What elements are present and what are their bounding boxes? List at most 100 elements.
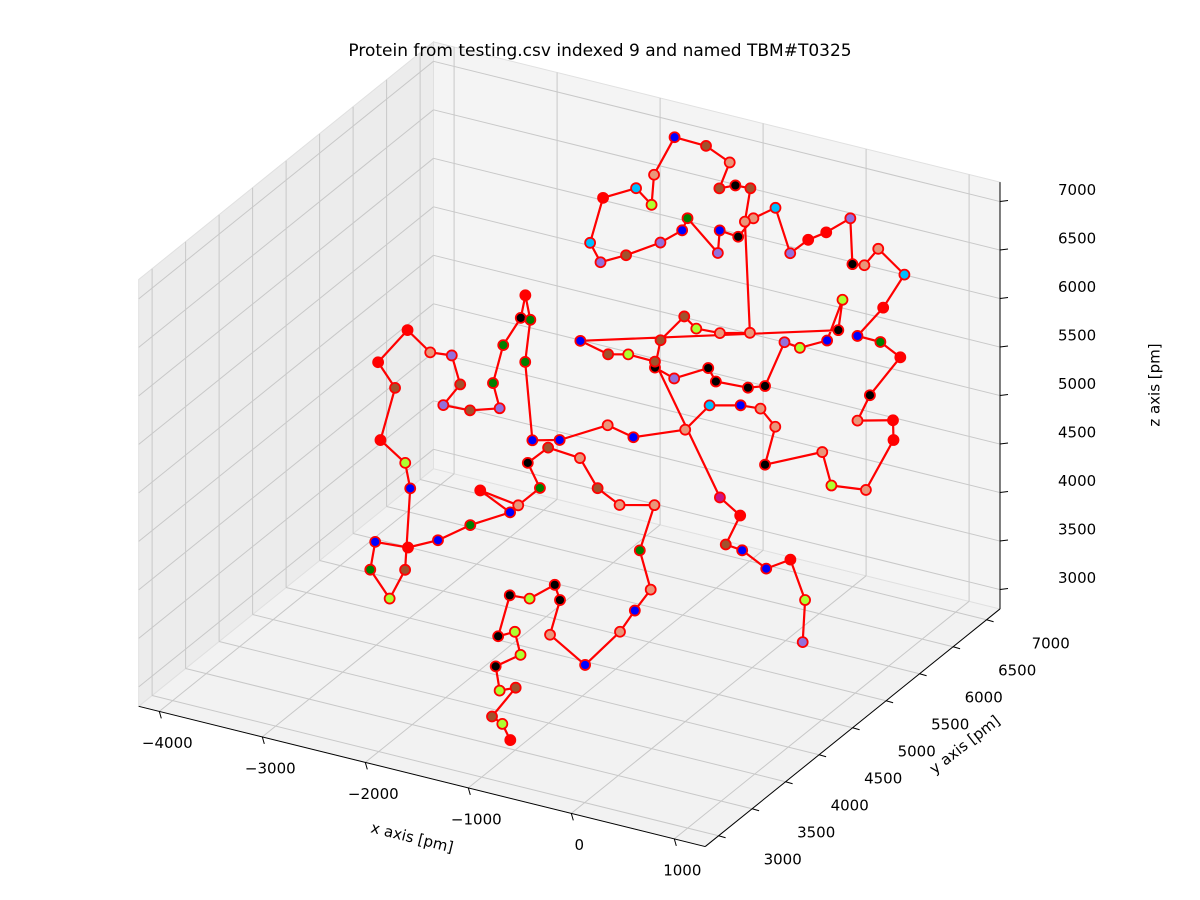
residue-marker — [832, 324, 845, 337]
residue-marker — [887, 434, 900, 446]
z-tick — [999, 297, 1009, 300]
residue-marker — [401, 324, 414, 336]
residue-marker — [784, 247, 797, 260]
residue-marker — [719, 538, 732, 551]
residue-marker — [554, 594, 566, 606]
x-tick — [570, 813, 574, 821]
residue-marker — [713, 327, 726, 340]
residue-marker — [437, 399, 450, 411]
grid-line — [433, 351, 1001, 494]
residue-marker — [702, 362, 715, 374]
z-tick-label: 5500 — [1058, 327, 1096, 345]
residue-marker — [714, 491, 726, 504]
residue-marker — [769, 420, 782, 433]
y-axis-line — [704, 608, 1001, 847]
residue-marker — [399, 456, 412, 469]
residue-marker — [703, 399, 716, 412]
residue-marker — [512, 499, 525, 512]
residue-marker — [681, 212, 694, 225]
residue-marker — [504, 734, 517, 746]
residue-marker — [784, 553, 797, 566]
residue-marker — [489, 660, 502, 673]
residue-marker — [574, 452, 586, 464]
residue-marker — [544, 628, 556, 641]
residue-marker — [454, 378, 467, 391]
y-tick — [818, 754, 827, 758]
x-tick — [364, 762, 368, 770]
residue-marker — [372, 356, 385, 369]
residue-marker — [464, 519, 477, 532]
residue-marker — [654, 236, 667, 249]
residue-marker — [864, 389, 876, 402]
grid-line — [218, 641, 786, 783]
grid-line — [386, 506, 954, 648]
y-tick — [751, 808, 760, 812]
residue-marker — [872, 242, 885, 255]
residue-marker — [769, 201, 782, 214]
residue-marker — [894, 351, 907, 364]
z-tick-label: 6500 — [1058, 230, 1096, 248]
residue-marker — [486, 710, 498, 723]
z-tick-label: 7000 — [1058, 181, 1096, 199]
residue-marker — [553, 434, 566, 446]
residue-marker — [860, 484, 872, 496]
residue-marker — [497, 339, 510, 352]
residue-marker — [711, 247, 724, 259]
y-tick — [986, 619, 994, 623]
z-tick — [999, 394, 1009, 397]
y-tick-label: 6500 — [998, 661, 1036, 679]
grid-line — [433, 109, 1001, 251]
residue-marker — [374, 434, 387, 446]
grid-line — [433, 206, 1001, 348]
grid-line — [285, 587, 853, 729]
residue-marker — [514, 648, 527, 661]
residue-marker — [521, 456, 534, 469]
residue-marker — [594, 256, 607, 269]
y-tick-label: 6000 — [965, 688, 1003, 706]
residue-marker — [584, 236, 597, 249]
z-tick — [999, 345, 1009, 348]
residue-marker — [523, 592, 536, 605]
residue-marker — [678, 310, 691, 323]
z-tick — [999, 539, 1009, 542]
residue-marker — [579, 659, 592, 671]
y-tick-label: 5000 — [898, 742, 936, 760]
residue-marker — [690, 322, 703, 335]
residue-marker — [633, 544, 646, 557]
z-tick-label: 4500 — [1058, 424, 1096, 442]
residue-marker — [679, 423, 692, 436]
grid-line — [138, 109, 434, 348]
residue-marker — [464, 404, 476, 417]
residue-marker — [742, 381, 754, 394]
residue-marker — [492, 630, 505, 643]
grid-line — [138, 157, 434, 397]
x-tick — [158, 711, 162, 719]
y-tick-label: 4000 — [831, 796, 869, 814]
residue-marker — [526, 434, 539, 447]
grid-line — [151, 695, 719, 837]
z-tick — [999, 491, 1009, 494]
residue-marker — [364, 563, 377, 576]
residue-marker — [601, 419, 614, 432]
residue-marker — [734, 509, 747, 522]
residue-marker — [668, 372, 681, 385]
residue-marker — [432, 534, 444, 547]
residue-marker — [645, 198, 658, 211]
residue-marker — [877, 301, 890, 314]
x-tick — [467, 787, 471, 796]
residue-marker — [614, 625, 626, 638]
z-tick — [999, 588, 1009, 591]
residue-marker — [509, 681, 522, 694]
residue-marker — [503, 589, 516, 602]
residue-marker — [739, 215, 751, 228]
z-axis-title: z axis [pm] — [1146, 343, 1164, 426]
residue-marker — [713, 182, 726, 195]
residue-marker — [630, 182, 642, 195]
residue-marker — [700, 139, 712, 152]
residue-marker — [796, 636, 809, 649]
residue-marker — [759, 380, 771, 392]
y-tick — [852, 727, 860, 731]
y-tick — [718, 835, 726, 839]
residue-marker — [844, 212, 857, 225]
